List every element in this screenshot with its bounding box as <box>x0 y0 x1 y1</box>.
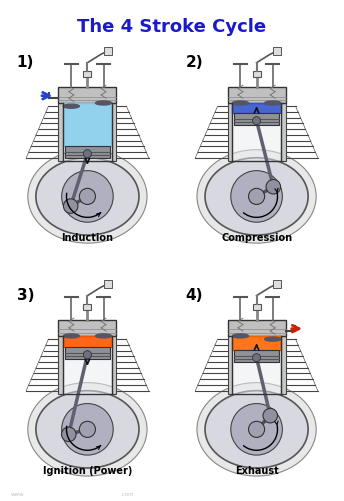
Circle shape <box>83 351 92 359</box>
Bar <box>63 336 111 348</box>
Text: The 4 Stroke Cycle: The 4 Stroke Cycle <box>77 18 267 36</box>
Circle shape <box>248 421 265 437</box>
Circle shape <box>252 354 261 362</box>
Bar <box>233 125 281 161</box>
Bar <box>83 71 92 77</box>
Circle shape <box>79 188 96 204</box>
Bar <box>58 87 116 103</box>
Ellipse shape <box>63 104 79 108</box>
Ellipse shape <box>233 334 248 338</box>
Bar <box>234 350 279 362</box>
Bar <box>58 103 63 161</box>
Ellipse shape <box>265 337 281 341</box>
Bar <box>111 336 116 394</box>
Bar <box>228 320 286 336</box>
Bar <box>63 359 111 394</box>
Circle shape <box>252 117 261 125</box>
Bar <box>234 113 279 125</box>
Ellipse shape <box>265 101 281 105</box>
Bar <box>252 71 261 77</box>
Bar <box>228 87 286 103</box>
Ellipse shape <box>197 383 316 476</box>
Bar <box>252 304 261 310</box>
Bar <box>58 320 116 336</box>
Ellipse shape <box>205 391 308 468</box>
Bar <box>273 280 281 288</box>
Bar <box>233 103 281 113</box>
Bar <box>228 103 233 161</box>
Text: 2): 2) <box>186 55 203 70</box>
Bar <box>65 146 110 158</box>
Ellipse shape <box>233 101 248 105</box>
Circle shape <box>248 188 265 204</box>
Bar <box>83 304 92 310</box>
Ellipse shape <box>197 150 316 243</box>
Text: 3): 3) <box>17 288 34 303</box>
Bar <box>111 103 116 161</box>
Ellipse shape <box>28 150 147 243</box>
Bar <box>233 336 281 350</box>
Circle shape <box>231 404 282 455</box>
Bar <box>281 336 286 394</box>
Text: 4): 4) <box>186 288 203 303</box>
Bar <box>63 103 111 146</box>
Ellipse shape <box>28 383 147 476</box>
Ellipse shape <box>96 334 111 338</box>
Text: Exhaust: Exhaust <box>235 466 278 476</box>
Bar <box>233 362 281 394</box>
Ellipse shape <box>63 334 79 338</box>
Circle shape <box>62 171 113 222</box>
Circle shape <box>263 408 278 423</box>
Circle shape <box>83 150 92 158</box>
Text: .com: .com <box>120 492 134 497</box>
Text: Compression: Compression <box>221 233 292 243</box>
Circle shape <box>62 427 76 441</box>
Circle shape <box>63 199 78 213</box>
Bar <box>281 103 286 161</box>
Text: www.: www. <box>10 492 25 497</box>
Text: 1): 1) <box>17 55 34 70</box>
Ellipse shape <box>96 101 111 105</box>
Bar <box>58 336 63 394</box>
Circle shape <box>266 179 281 194</box>
Circle shape <box>62 404 113 455</box>
Bar <box>63 158 111 161</box>
Ellipse shape <box>36 158 139 235</box>
Bar <box>228 336 233 394</box>
Bar <box>273 47 281 55</box>
Bar <box>104 47 111 55</box>
Ellipse shape <box>36 391 139 468</box>
Text: Induction: Induction <box>62 233 114 243</box>
Circle shape <box>79 421 96 437</box>
Bar <box>104 280 111 288</box>
Circle shape <box>231 171 282 222</box>
Text: Ignition (Power): Ignition (Power) <box>43 466 132 476</box>
Ellipse shape <box>205 158 308 235</box>
Bar <box>65 348 110 359</box>
